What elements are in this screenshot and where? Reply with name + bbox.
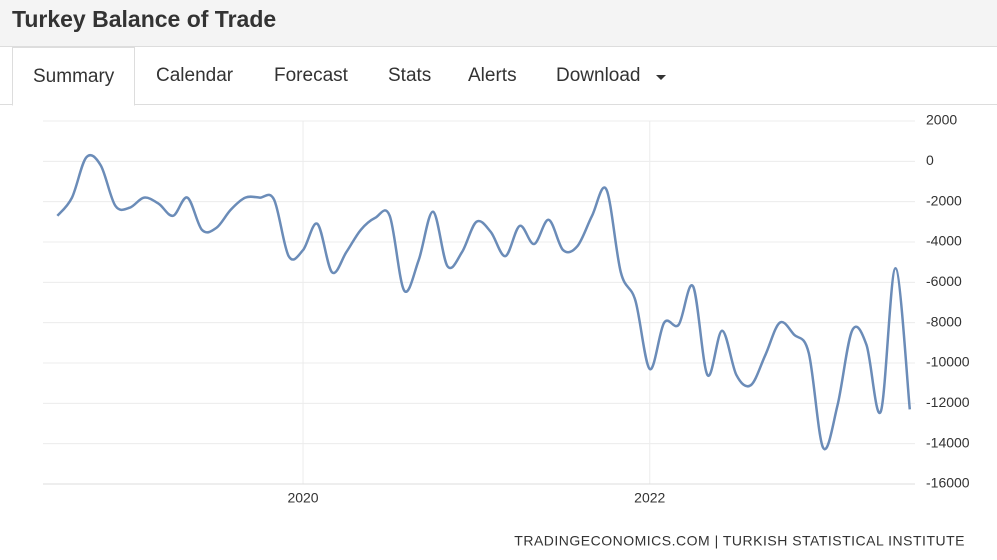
source-note: TRADINGECONOMICS.COM | TURKISH STATISTIC… xyxy=(514,533,965,549)
y-tick-label: 0 xyxy=(926,152,934,168)
x-tick-label: 2022 xyxy=(634,490,665,506)
tab[interactable]: Alerts xyxy=(468,65,517,86)
tab[interactable]: Calendar xyxy=(156,65,234,86)
y-tick-label: -8000 xyxy=(926,313,962,329)
y-tick-label: -6000 xyxy=(926,273,962,289)
chart: 2000 0 -2000 -4000 -6000 -8000 -10000 -12000 -14… xyxy=(43,112,970,549)
tab[interactable]: Download xyxy=(556,65,641,86)
y-tick-label: -4000 xyxy=(926,233,962,249)
tab[interactable]: Forecast xyxy=(274,65,348,86)
tab[interactable]: Stats xyxy=(388,65,432,86)
tab-bar: Summary Calendar Forecast Stats Alerts D… xyxy=(0,47,997,106)
dropdown-caret xyxy=(656,75,666,80)
y-tick-label: -14000 xyxy=(926,434,970,450)
data-line xyxy=(56,153,912,451)
header: Turkey Balance of Trade xyxy=(0,0,997,47)
y-tick-label: -16000 xyxy=(926,475,970,491)
x-tick-label: 2020 xyxy=(287,490,318,506)
page-title: Turkey Balance of Trade xyxy=(12,6,277,32)
y-tick-label: -12000 xyxy=(926,394,970,410)
y-tick-label: -2000 xyxy=(926,192,962,208)
tab[interactable]: Summary xyxy=(12,47,136,106)
y-tick-label: -10000 xyxy=(926,354,970,370)
y-tick-label: 2000 xyxy=(926,112,957,128)
